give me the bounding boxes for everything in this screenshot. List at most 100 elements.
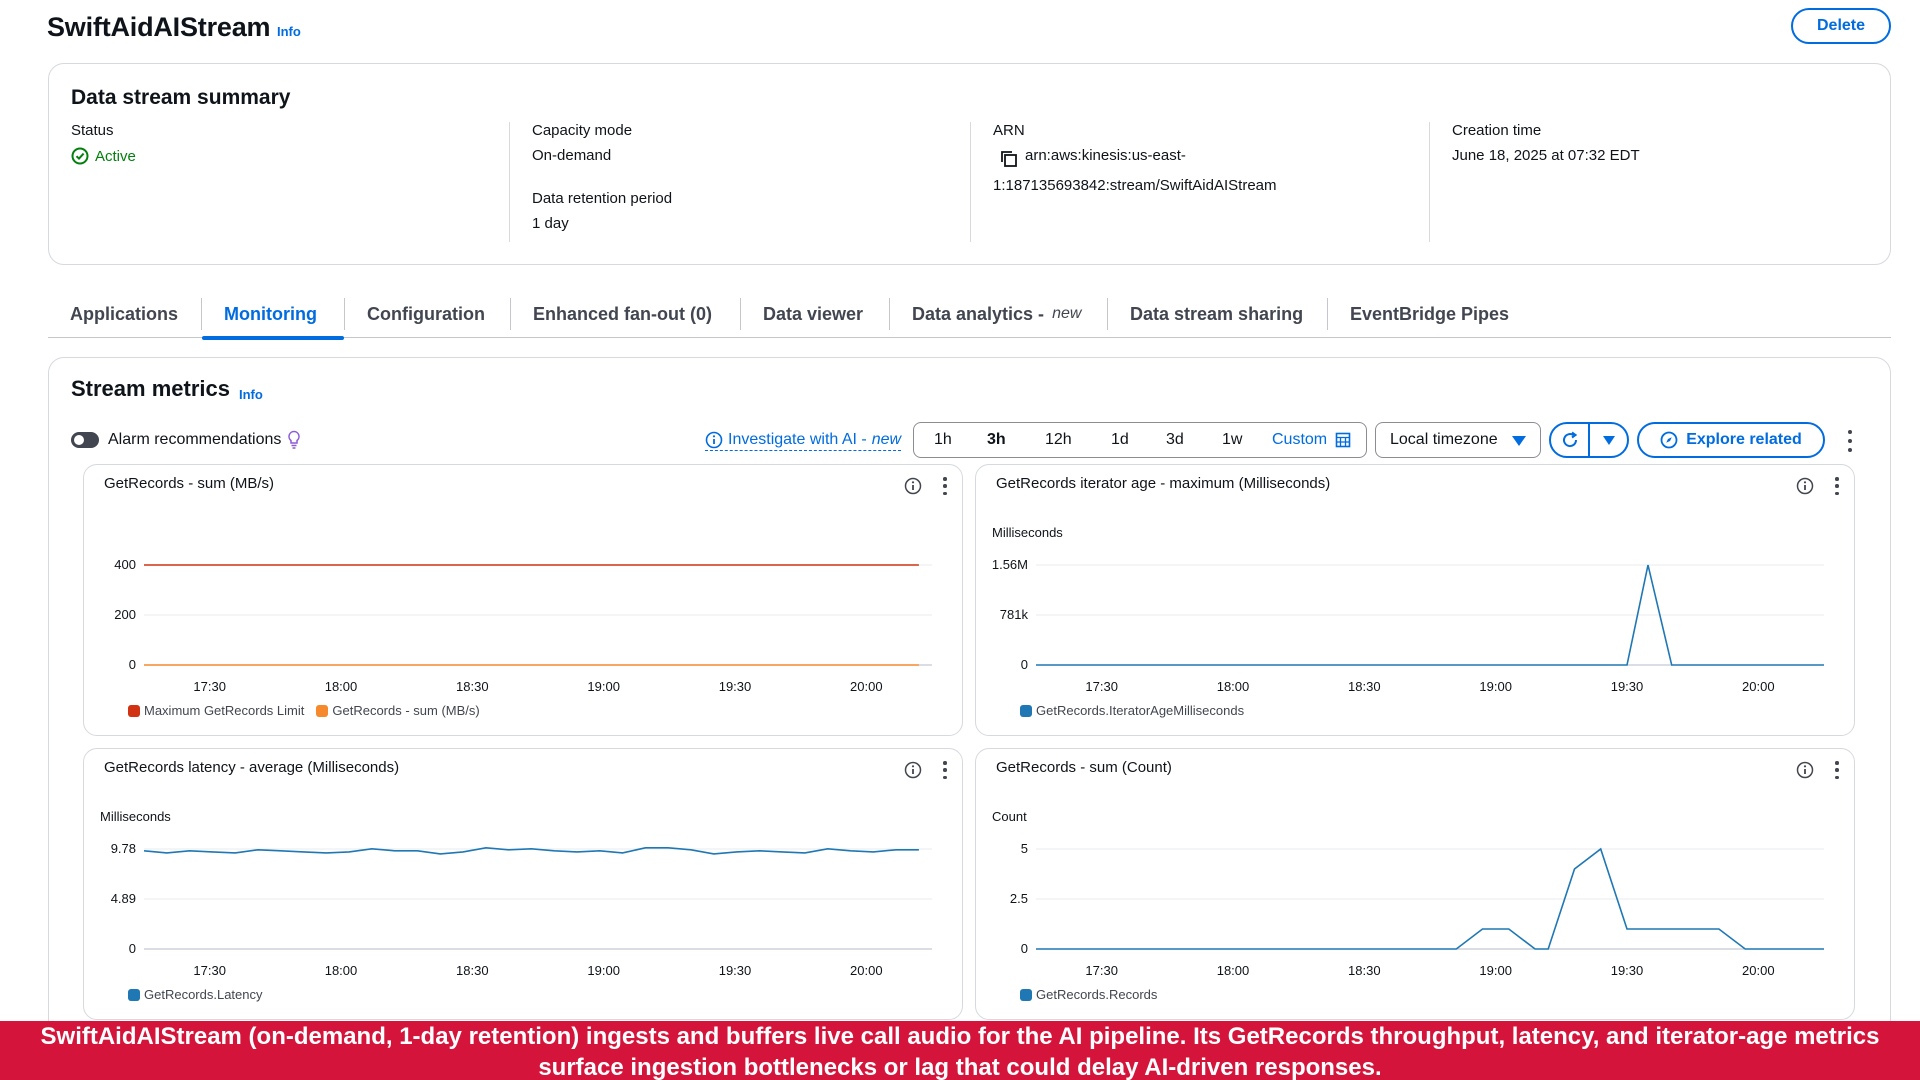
x-tick-label: 19:00 [587,963,620,978]
refresh-interval-dropdown[interactable] [1590,424,1627,456]
y-tick-label: 2.5 [1010,891,1028,906]
series-line [143,846,919,855]
legend-item[interactable]: Maximum GetRecords Limit [128,703,304,718]
info-circle-icon[interactable] [1796,477,1814,495]
caption-banner: SwiftAidAIStream (on-demand, 1-day reten… [0,1021,1920,1080]
legend-label: GetRecords.Latency [144,987,263,1002]
arn-label: ARN [993,122,1025,139]
refresh-button[interactable] [1551,424,1590,456]
y-tick-label: 0 [129,657,136,672]
info-circle-icon[interactable] [1796,761,1814,779]
status-text: Active [95,147,136,165]
legend-item[interactable]: GetRecords.IteratorAgeMilliseconds [1020,703,1244,718]
x-tick-label: 17:30 [1085,679,1118,694]
info-circle-icon[interactable] [904,761,922,779]
tab-divider [344,298,345,330]
copy-icon[interactable] [999,149,1019,169]
tab-label: Configuration [367,303,485,324]
chart-widget-latency: GetRecords latency - average (Millisecon… [83,748,963,1020]
tab-configuration[interactable]: Configuration [345,290,507,338]
y-tick-label: 0 [129,941,136,956]
tab-monitoring[interactable]: Monitoring [202,290,344,340]
data-stream-summary: Data stream summary Status Active Capaci… [48,63,1891,265]
chart-svg: Count 0 2.5 5 17:30 18:00 18:30 19:00 19:30 20:00 [992,809,1824,978]
x-tick-label: 18:30 [456,679,489,694]
investigate-label: Investigate with AI - [728,431,867,448]
y-tick-label: 9.78 [111,841,136,856]
range-custom[interactable]: Custom [1272,431,1351,449]
refresh-button-group [1549,422,1629,458]
tab-divider [1107,298,1108,330]
metrics-toolbar: Alarm recommendations Investigate with A… [71,422,1871,462]
range-1d[interactable]: 1d [1111,431,1129,448]
tab-label: Applications [70,303,179,324]
info-circle-icon[interactable] [904,477,922,495]
legend-item[interactable]: GetRecords.Latency [128,987,263,1002]
legend-swatch [316,704,329,717]
y-tick-label: 0 [1021,941,1028,956]
x-tick-label: 20:00 [1742,679,1775,694]
arn-line-1: arn:aws:kinesis:us-east- [1025,147,1186,164]
timezone-select[interactable]: Local timezone [1375,422,1541,458]
page-header: SwiftAidAIStream Info Delete [47,8,1891,54]
x-tick-label: 17:30 [193,963,226,978]
alarm-recommendations-toggle[interactable] [71,432,99,448]
tab-eventbridge-pipes[interactable]: EventBridge Pipes [1328,290,1531,338]
tab-data-stream-sharing[interactable]: Data stream sharing [1108,290,1325,338]
tab-bar: Applications Monitoring Configuration En… [48,290,1891,340]
legend-item[interactable]: GetRecords.Records [1020,987,1157,1002]
metrics-title: Stream metrics [71,376,230,401]
x-tick-label: 18:00 [325,963,358,978]
y-tick-label: 4.89 [111,891,136,906]
tab-applications[interactable]: Applications [48,290,200,338]
legend-swatch [128,988,140,1001]
series-line [1036,564,1824,666]
delete-button[interactable]: Delete [1791,8,1891,44]
metrics-info-link[interactable]: Info [239,387,263,402]
range-3d[interactable]: 3d [1166,431,1184,448]
x-tick-label: 18:00 [1217,679,1250,694]
tab-data-viewer[interactable]: Data viewer [741,290,885,338]
chart-title: GetRecords latency - average (Millisecon… [104,759,400,776]
x-tick-label: 18:00 [325,679,358,694]
time-range-selector: 1h 3h 12h 1d 3d 1w Custom [913,422,1367,458]
widget-actions-icon[interactable] [1834,477,1840,495]
explore-related-button[interactable]: Explore related [1637,422,1825,458]
chart-legend: GetRecords.Latency [128,987,263,1002]
range-12h[interactable]: 12h [1045,431,1072,448]
widget-actions-icon[interactable] [1834,761,1840,779]
retention-value: 1 day [532,215,569,232]
y-tick-label: 200 [114,607,136,622]
x-tick-label: 19:30 [1611,963,1644,978]
legend-item[interactable]: GetRecords - sum (MB/s) [316,703,480,718]
status-value: Active [71,147,491,165]
widget-actions-icon[interactable] [942,477,948,495]
tab-enhanced-fan-out[interactable]: Enhanced fan-out (0) [511,290,734,338]
range-3h[interactable]: 3h [987,431,1006,448]
y-tick-label: 1.56M [992,557,1028,572]
range-1w[interactable]: 1w [1222,431,1243,448]
range-1h[interactable]: 1h [934,431,952,448]
capacity-label: Capacity mode [532,122,633,139]
y-axis-label: Milliseconds [992,525,1063,540]
chart-svg: Milliseconds 0 4.89 9.78 17:30 18:00 18:30 19:0… [100,809,932,978]
widget-actions-icon[interactable] [942,761,948,779]
arn-column: ARN arn:aws:kinesis:us-east- 1:187135693… [970,122,1430,242]
x-tick-label: 18:30 [1348,963,1381,978]
investigate-with-ai-link[interactable]: Investigate with AI - new [705,431,902,451]
legend-swatch [1020,704,1032,717]
title-info-link[interactable]: Info [277,24,301,39]
y-axis-label: Milliseconds [100,809,171,824]
tab-divider [201,298,202,330]
x-tick-label: 20:00 [1742,963,1775,978]
status-column: Status Active [71,122,491,242]
more-actions-icon[interactable] [1847,430,1853,452]
lightbulb-icon [288,430,300,449]
y-tick-label: 0 [1021,657,1028,672]
chart-svg: Milliseconds 0 781k 1.56M 17:30 18:00 18:30 19:… [992,525,1824,694]
x-tick-label: 18:30 [1348,679,1381,694]
compass-icon [1660,431,1678,449]
chart-widget-getrecords-mbps: GetRecords - sum (MB/s) 0 200 400 17:30 18:00… [83,464,963,736]
legend-swatch [1020,988,1032,1001]
tab-data-analytics[interactable]: Data analytics - new [890,290,1103,338]
